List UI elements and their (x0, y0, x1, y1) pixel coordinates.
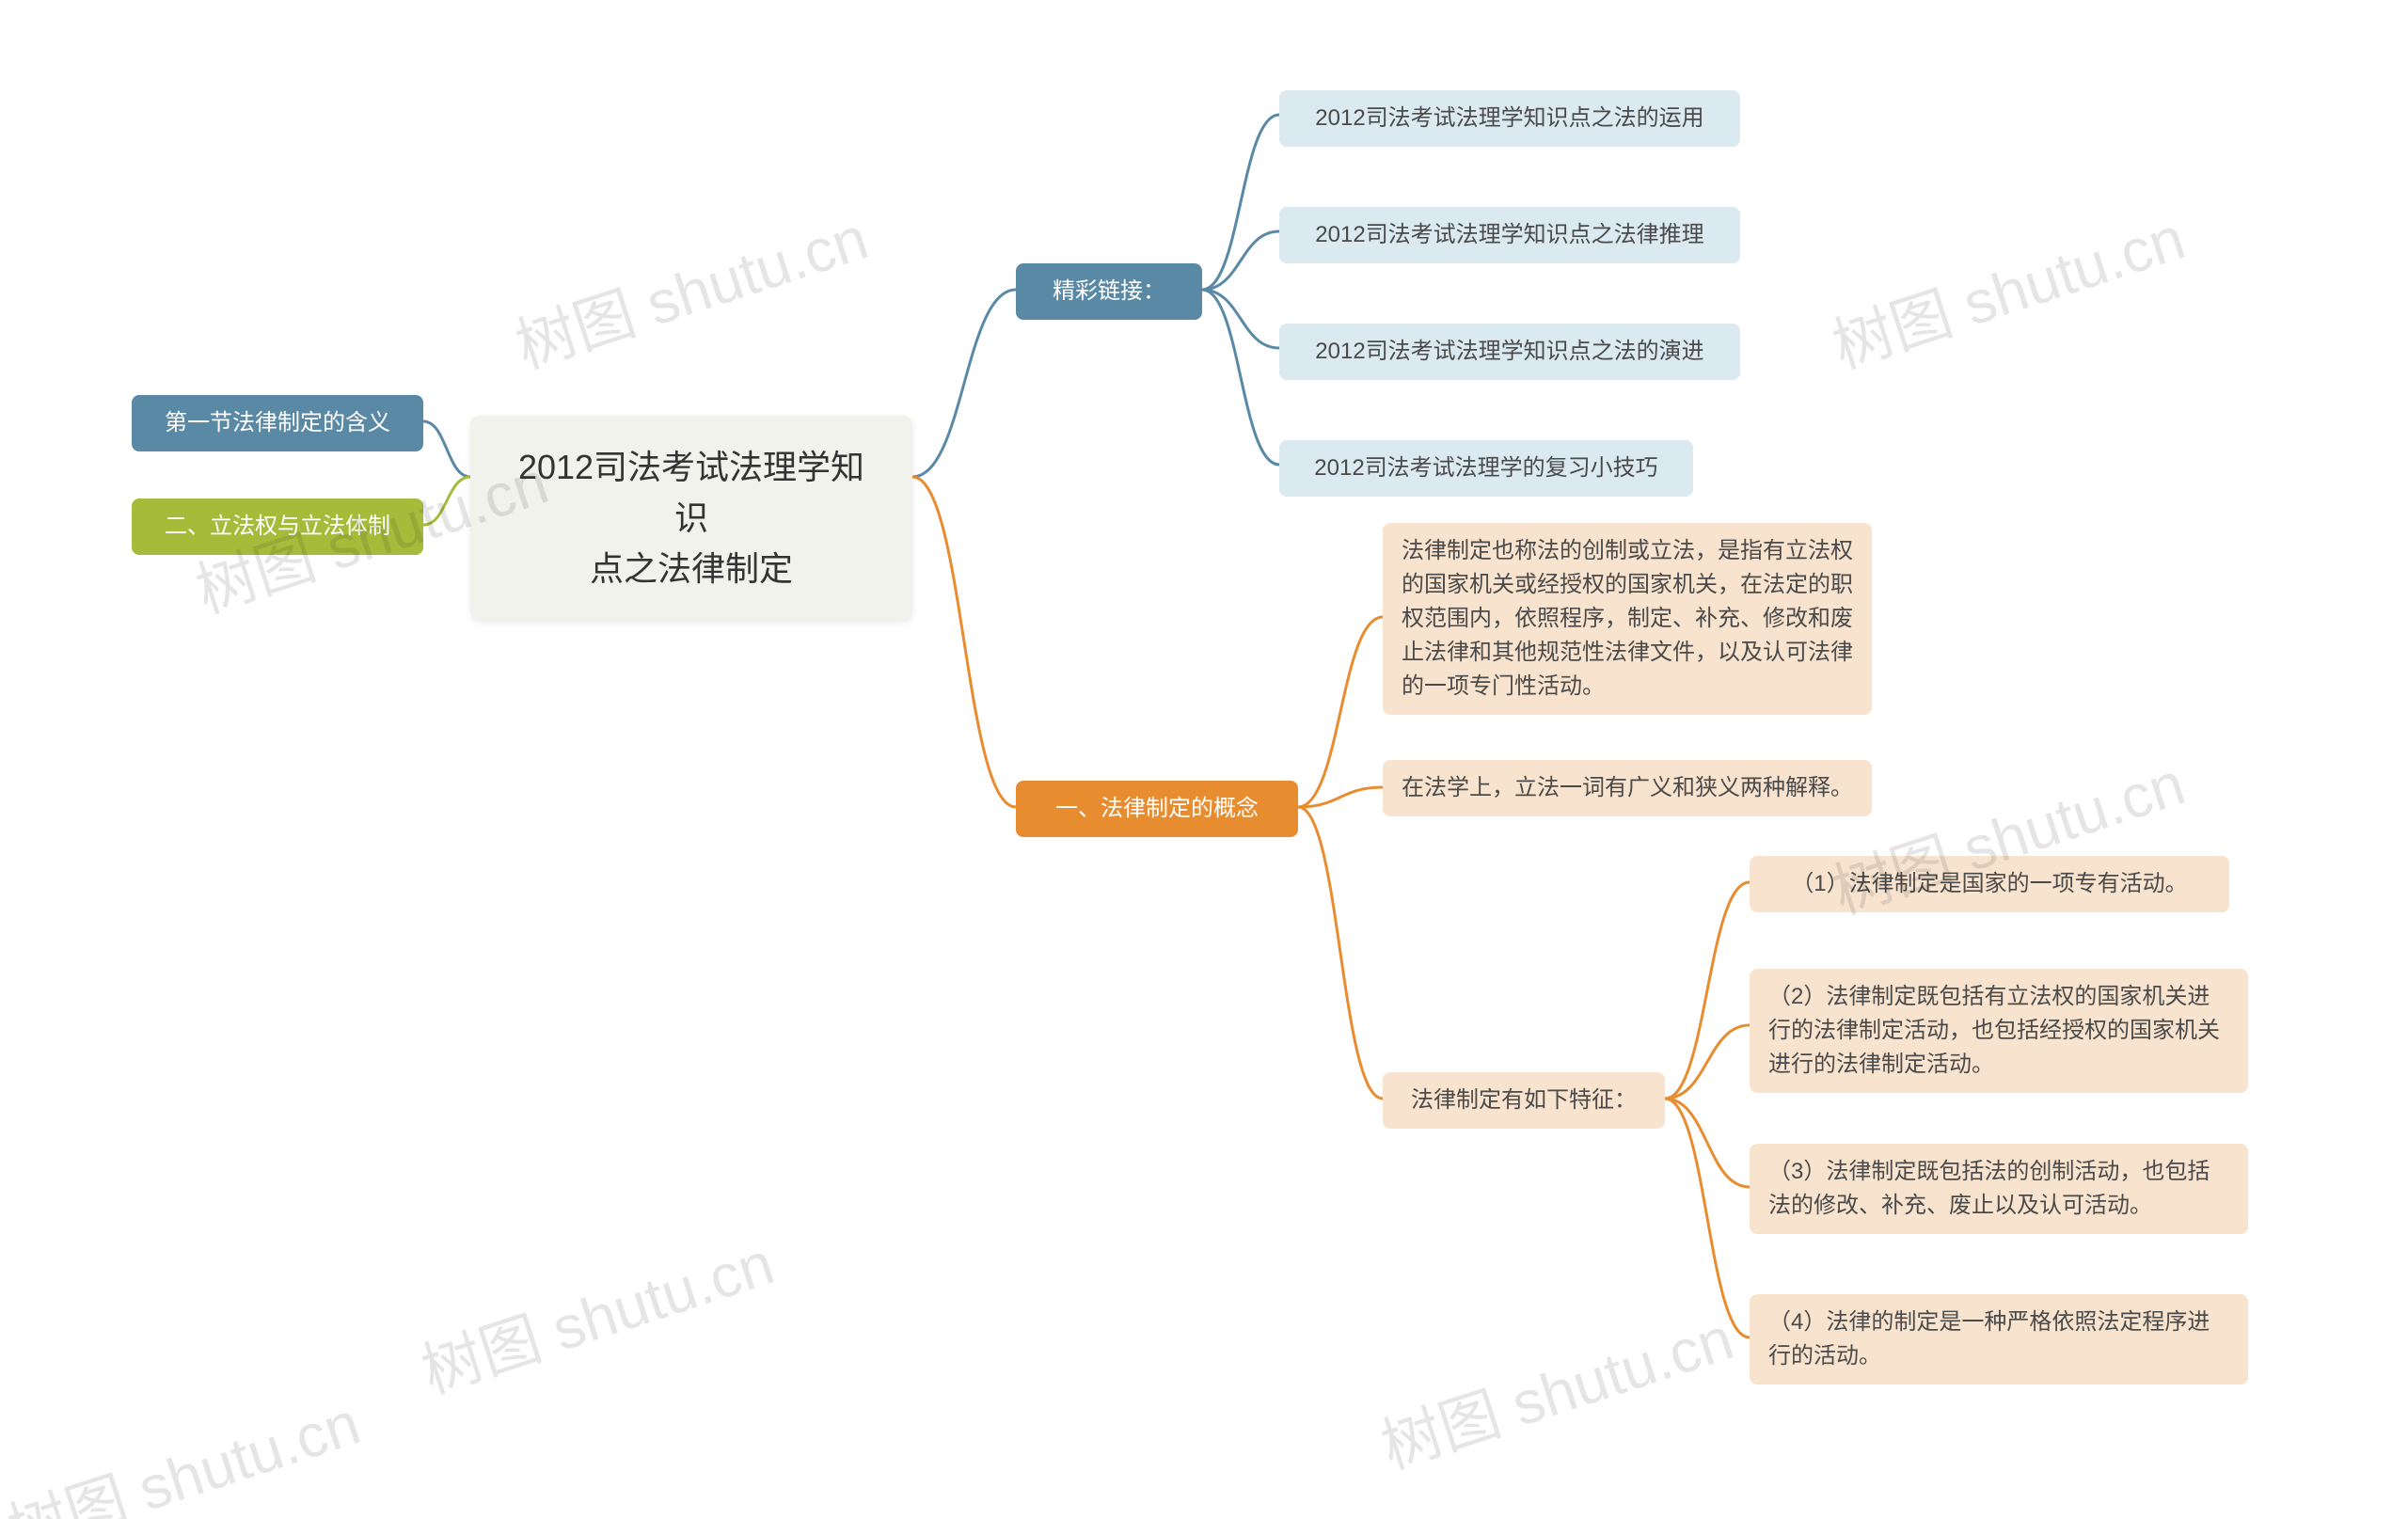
node-concept-def: 法律制定也称法的创制或立法，是指有立法权的国家机关或经授权的国家机关，在法定的职… (1383, 523, 1872, 715)
node-label: 第一节法律制定的含义 (165, 406, 390, 440)
node-label: 精彩链接： (1053, 275, 1165, 309)
root-label: 2012司法考试法理学知识点之法律制定 (502, 442, 880, 594)
node-features: 法律制定有如下特征： (1383, 1072, 1665, 1129)
node-feature-2: （2）法律制定既包括有立法权的国家机关进行的法律制定活动，也包括经授权的国家机关… (1750, 969, 2248, 1093)
node-label: 法律制定也称法的创制或立法，是指有立法权的国家机关或经授权的国家机关，在法定的职… (1402, 534, 1853, 704)
node-label: （2）法律制定既包括有立法权的国家机关进行的法律制定活动，也包括经授权的国家机关… (1768, 980, 2229, 1082)
node-label: （3）法律制定既包括法的创制活动，也包括法的修改、补充、废止以及认可活动。 (1768, 1155, 2229, 1223)
watermark: 树图 shutu.cn (503, 190, 877, 385)
node-link-2: 2012司法考试法理学知识点之法律推理 (1279, 207, 1740, 263)
node-label: 2012司法考试法理学知识点之法的演进 (1315, 335, 1703, 369)
node-feature-4: （4）法律的制定是一种严格依照法定程序进行的活动。 (1750, 1294, 2248, 1385)
node-link-1: 2012司法考试法理学知识点之法的运用 (1279, 90, 1740, 147)
node-label: 在法学上，立法一词有广义和狭义两种解释。 (1402, 771, 1853, 805)
node-label: 2012司法考试法理学的复习小技巧 (1314, 451, 1657, 485)
node-label: （4）法律的制定是一种严格依照法定程序进行的活动。 (1768, 1305, 2229, 1373)
watermark: 树图 shutu.cn (0, 1375, 369, 1519)
node-link-4: 2012司法考试法理学的复习小技巧 (1279, 440, 1693, 497)
node-link-3: 2012司法考试法理学知识点之法的演进 (1279, 324, 1740, 380)
node-label: 法律制定有如下特征： (1411, 1084, 1637, 1117)
node-feature-3: （3）法律制定既包括法的创制活动，也包括法的修改、补充、废止以及认可活动。 (1750, 1144, 2248, 1234)
watermark: 树图 shutu.cn (1369, 1290, 1742, 1485)
mindmap-edges (0, 0, 2408, 1519)
node-concept-interp: 在法学上，立法一词有广义和狭义两种解释。 (1383, 760, 1872, 816)
node-label: 2012司法考试法理学知识点之法律推理 (1315, 218, 1703, 252)
node-right-2: 一、法律制定的概念 (1016, 781, 1298, 837)
node-right-1: 精彩链接： (1016, 263, 1202, 320)
node-feature-1: （1）法律制定是国家的一项专有活动。 (1750, 856, 2229, 912)
node-label: （1）法律制定是国家的一项专有活动。 (1791, 867, 2187, 901)
watermark: 树图 shutu.cn (409, 1215, 783, 1410)
node-left-2: 二、立法权与立法体制 (132, 498, 423, 555)
node-left-1: 第一节法律制定的含义 (132, 395, 423, 451)
mindmap-root: 2012司法考试法理学知识点之法律制定 (470, 416, 912, 621)
node-label: 二、立法权与立法体制 (165, 510, 390, 544)
watermark: 树图 shutu.cn (1820, 190, 2194, 385)
node-label: 一、法律制定的概念 (1055, 792, 1259, 826)
node-label: 2012司法考试法理学知识点之法的运用 (1315, 102, 1703, 135)
